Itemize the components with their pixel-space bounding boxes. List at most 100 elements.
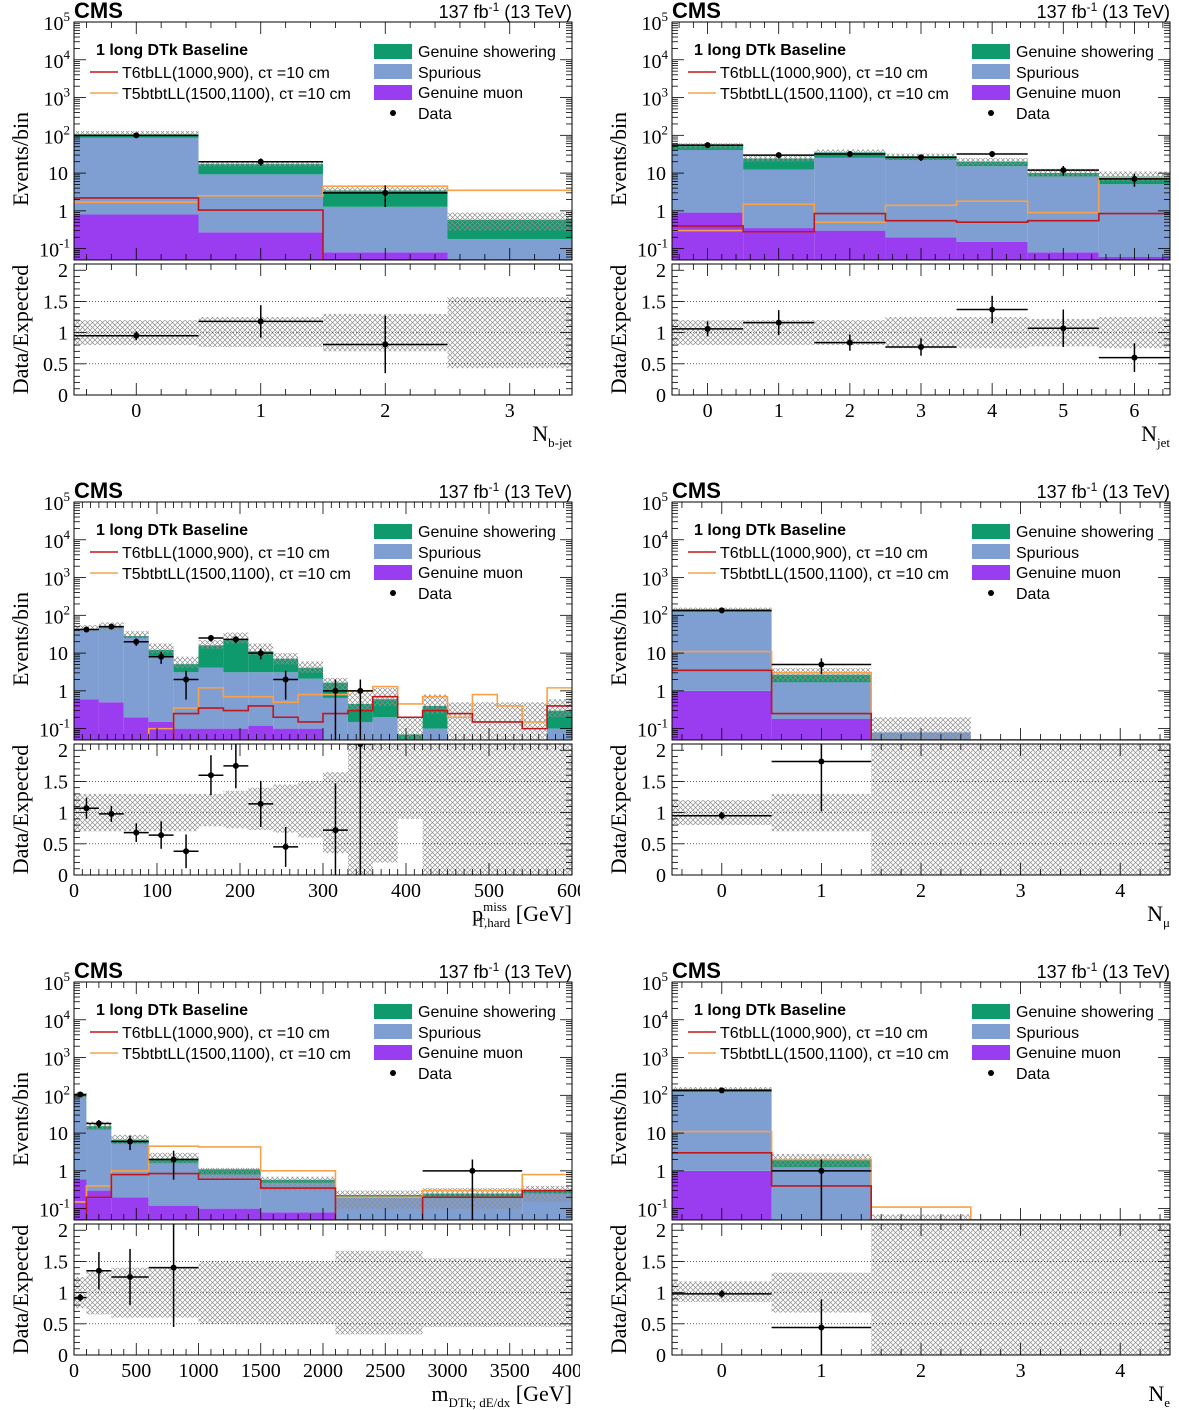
x-axis-label: mDTk; dE/dx [GeV] bbox=[431, 1381, 572, 1410]
y-tick-label: 10-1 bbox=[39, 716, 70, 742]
uncertainty-band bbox=[422, 694, 448, 714]
ratio-point bbox=[207, 772, 214, 779]
data-point bbox=[332, 687, 339, 694]
x-tick-label: 2 bbox=[380, 400, 390, 422]
data-point bbox=[718, 1087, 725, 1094]
y-tick-label: 105 bbox=[642, 969, 669, 995]
legend-muon-label: Genuine muon bbox=[1016, 565, 1121, 582]
chart-nmu: 10-1 1 10 102 103 104 105 0 0.5 1 1.5 2 0 1 2 3 4 Nμ Event… bbox=[606, 480, 1171, 930]
legend-showering-swatch bbox=[374, 1004, 412, 1019]
data-point bbox=[282, 676, 289, 683]
data-point bbox=[818, 661, 825, 668]
spurious-bar bbox=[672, 149, 744, 213]
legend-muon-swatch bbox=[374, 1045, 412, 1060]
ratio-tick-label: 1.5 bbox=[641, 1251, 666, 1273]
spurious-bar bbox=[956, 166, 1028, 242]
data-point bbox=[718, 607, 725, 614]
x-tick-label: 3500 bbox=[490, 1360, 530, 1382]
spurious-bar bbox=[198, 667, 224, 729]
uncertainty-band bbox=[956, 158, 1028, 166]
y-tick-label: 102 bbox=[44, 1082, 71, 1108]
ratio-y-axis-label: Data/Expected bbox=[8, 1225, 33, 1355]
ratio-y-axis-label: Data/Expected bbox=[8, 745, 33, 875]
showering-bar bbox=[173, 664, 199, 673]
legend: 1 long DTk Baseline T6tbLL(1000,900), cτ … bbox=[688, 1002, 1154, 1083]
uncertainty-band bbox=[397, 717, 423, 740]
selection-label: 1 long DTk Baseline bbox=[96, 42, 248, 59]
ratio-point bbox=[257, 800, 264, 807]
y-tick-label: 10-1 bbox=[39, 236, 70, 262]
ratio-plot-area bbox=[74, 297, 572, 374]
y-tick-label: 103 bbox=[642, 1045, 669, 1071]
data-point bbox=[846, 151, 853, 158]
signal1-line bbox=[672, 212, 1170, 233]
data-point bbox=[133, 132, 140, 139]
data-point bbox=[1060, 167, 1067, 174]
selection-label: 1 long DTk Baseline bbox=[694, 1002, 846, 1019]
legend-spurious-swatch bbox=[374, 544, 412, 559]
x-axis: 0 1 2 3 4 5 6 bbox=[678, 22, 1164, 422]
y-tick-label: 102 bbox=[642, 1082, 669, 1108]
x-tick-label: 5 bbox=[1058, 400, 1068, 422]
spurious-bar bbox=[98, 628, 124, 703]
legend-signal2-label: T5btbtLL(1500,1100), cτ =10 cm bbox=[720, 566, 949, 583]
uncertainty-band bbox=[771, 668, 872, 682]
ratio-y-axis-label: Data/Expected bbox=[606, 1225, 631, 1355]
chart-nbjet: 10-1 1 10 102 103 104 105 0 0.5 1 1.5 2 0 1 2 3 Nb-jet Ev… bbox=[8, 0, 573, 450]
main-y-axis-label: Events/bin bbox=[606, 592, 631, 686]
lumi-label: 137 fb-1 (13 TeV) bbox=[439, 960, 572, 982]
legend-signal2-label: T5btbtLL(1500,1100), cτ =10 cm bbox=[122, 566, 351, 583]
legend-showering-label: Genuine showering bbox=[418, 524, 556, 541]
ratio-tick-label: 1 bbox=[58, 1283, 68, 1305]
ratio-point bbox=[704, 325, 711, 332]
legend-showering-swatch bbox=[374, 44, 412, 59]
legend-signal1-label: T6tbLL(1000,900), cτ =10 cm bbox=[720, 65, 928, 82]
uncertainty-band bbox=[497, 702, 523, 740]
uncertainty-band bbox=[743, 155, 815, 162]
main-y-axis: 10-1 1 10 102 103 104 105 bbox=[39, 489, 572, 742]
legend-spurious-label: Spurious bbox=[418, 545, 481, 562]
ratio-tick-label: 0 bbox=[656, 865, 666, 887]
x-axis-label: pmiss T,hard [GeV] bbox=[472, 899, 572, 930]
x-tick-label: 0 bbox=[69, 1360, 79, 1382]
legend-muon-label: Genuine muon bbox=[418, 1045, 523, 1062]
legend-spurious-label: Spurious bbox=[418, 1025, 481, 1042]
x-tick-label: 0 bbox=[131, 400, 141, 422]
y-tick-label: 1 bbox=[656, 681, 666, 703]
ratio-uncertainty-band bbox=[472, 744, 498, 875]
spurious-bar bbox=[248, 672, 274, 726]
spurious-bar bbox=[547, 728, 572, 740]
main-plot-area bbox=[74, 1091, 572, 1220]
main-y-axis: 10-1 1 10 102 103 104 105 bbox=[637, 9, 1170, 262]
legend-muon-swatch bbox=[972, 85, 1010, 100]
muon-bar bbox=[74, 699, 99, 740]
x-tick-label: 3 bbox=[1016, 880, 1026, 902]
ratio-tick-label: 2 bbox=[58, 740, 68, 762]
ratio-uncertainty-band bbox=[447, 744, 473, 875]
muon-bar bbox=[248, 725, 274, 740]
y-tick-label: 105 bbox=[642, 9, 669, 35]
uncertainty-band bbox=[148, 643, 174, 654]
x-tick-label: 4 bbox=[987, 400, 997, 422]
data-point bbox=[1131, 175, 1138, 182]
signal2-line bbox=[74, 685, 572, 740]
ratio-uncertainty-band bbox=[422, 1258, 523, 1327]
y-tick-label: 104 bbox=[44, 1007, 71, 1033]
ratio-point bbox=[818, 758, 825, 765]
legend-data-label: Data bbox=[418, 106, 452, 123]
ratio-y-axis-label: Data/Expected bbox=[606, 265, 631, 395]
lumi-label: 137 fb-1 (13 TeV) bbox=[439, 480, 572, 502]
spurious-bar bbox=[223, 672, 249, 729]
ratio-tick-label: 0.5 bbox=[43, 354, 68, 376]
main-y-axis: 10-1 1 10 102 103 104 105 bbox=[637, 489, 1170, 742]
spurious-bar bbox=[74, 137, 199, 215]
signal2-line bbox=[672, 650, 1170, 740]
data-point bbox=[469, 1167, 476, 1174]
panel-nbjet: 10-1 1 10 102 103 104 105 0 0.5 1 1.5 2 0 1 2 3 Nb-jet Ev… bbox=[0, 0, 580, 450]
ratio-tick-label: 1 bbox=[656, 1283, 666, 1305]
legend-data-marker bbox=[988, 110, 994, 116]
muon-bar bbox=[74, 1179, 87, 1220]
x-tick-label: 3 bbox=[505, 400, 515, 422]
x-axis-label: Njet bbox=[1141, 421, 1170, 450]
